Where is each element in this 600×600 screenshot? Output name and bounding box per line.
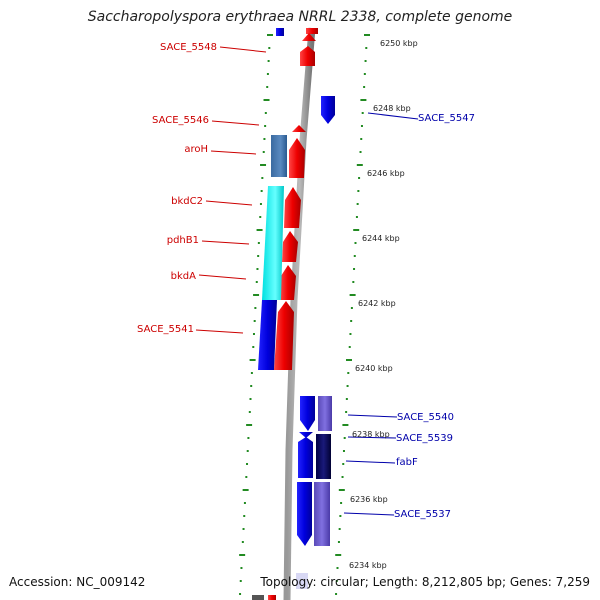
gene-label[interactable]: SACE_5540 [397, 412, 454, 423]
cds-arrow-forward [292, 125, 306, 132]
gene-label[interactable]: fabF [396, 457, 418, 468]
kbp-label: 6248 kbp [373, 104, 411, 113]
cds-arrow-forward [300, 46, 315, 66]
kbp-label: 6234 kbp [349, 561, 387, 570]
cog-block-bkd [262, 186, 284, 300]
outer-tick-track [335, 34, 370, 595]
kbp-label: 6246 kbp [367, 169, 405, 178]
gene-label[interactable]: SACE_5548 [160, 42, 217, 53]
cds-arrow-forward [289, 138, 305, 178]
cog-block-aroH [271, 135, 287, 177]
cds-arrow-forward [280, 265, 296, 300]
cog-block-fabF [316, 434, 331, 479]
cog-block-sace5537 [314, 482, 330, 546]
inner-tick-track [239, 34, 273, 595]
kbp-label: 6238 kbp [352, 430, 390, 439]
cds-arrow-reverse [299, 432, 313, 438]
gene-label[interactable]: bkdC2 [171, 196, 203, 207]
cds-arrow-forward [302, 33, 316, 41]
gene-label[interactable]: SACE_5537 [394, 509, 451, 520]
cds-arrow-forward [284, 187, 301, 228]
kbp-label: 6250 kbp [380, 39, 418, 48]
cds-block-partial [306, 28, 318, 34]
cds-arrow-reverse [297, 482, 312, 546]
cds-block-partial [296, 573, 308, 589]
gene-label[interactable]: SACE_5541 [137, 324, 194, 335]
gene-label[interactable]: SACE_5539 [396, 433, 453, 444]
map-title: Saccharopolyspora erythraea NRRL 2338, c… [87, 9, 513, 25]
cds-block-partial [252, 595, 264, 600]
topology-label: Topology: circular; Length: 8,212,805 bp… [260, 575, 590, 589]
accession-label: Accession: NC_009142 [9, 575, 146, 589]
gene-label[interactable]: SACE_5546 [152, 115, 209, 126]
cog-block-sace5540 [318, 396, 332, 431]
gene-label[interactable]: bkdA [171, 271, 196, 282]
leader-lines-left [195, 46, 267, 334]
kbp-label: 6242 kbp [358, 299, 396, 308]
gene-label[interactable]: SACE_5547 [418, 113, 475, 124]
cds-arrow-forward [282, 231, 298, 262]
cds-arrow-reverse [321, 96, 335, 124]
leader-lines-right [343, 112, 419, 516]
gene-label[interactable]: pdhB1 [167, 235, 199, 246]
cds-arrow-forward [274, 301, 294, 370]
cds-arrow-reverse [298, 437, 313, 478]
cds-block-partial [276, 28, 284, 36]
cds-arrow-reverse [300, 396, 315, 431]
kbp-label: 6244 kbp [362, 234, 400, 243]
kbp-label: 6236 kbp [350, 495, 388, 504]
cog-block-sace5541 [258, 300, 277, 370]
kbp-label: 6240 kbp [355, 364, 393, 373]
gene-label[interactable]: aroH [184, 144, 208, 155]
cds-block-partial [268, 595, 276, 600]
